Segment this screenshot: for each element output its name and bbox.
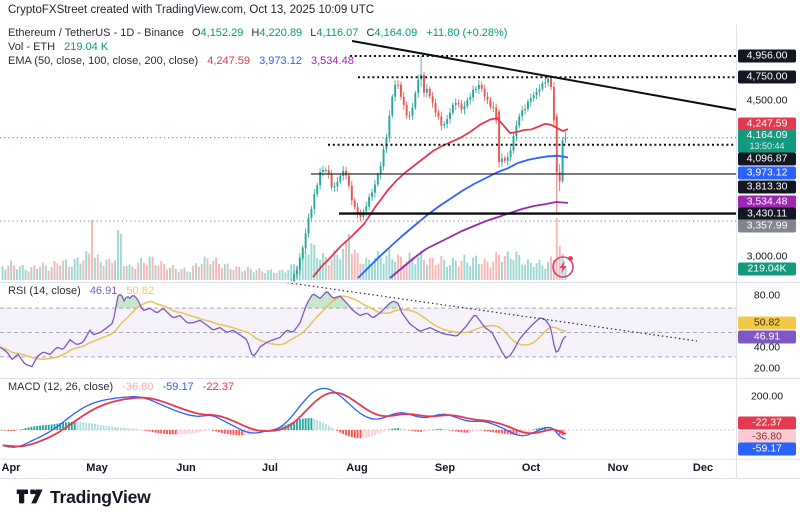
open-value: 4,152.29 — [200, 27, 244, 39]
change-value: +11.80 (+0.28%) — [426, 27, 508, 39]
rsi-axis-label: 20.00 — [753, 362, 781, 375]
rsi-axis-label: 40.00 — [753, 341, 781, 354]
macd-axis-label: -22.37 — [738, 416, 796, 430]
price-axis-label: 3,813.30 — [738, 180, 796, 194]
rsi-legend: RSI (14, close) 46.91 50.82 — [8, 285, 154, 297]
main-legend: Ethereum / TetherUS - 1D - Binance O4,15… — [8, 26, 507, 68]
macd-axis-label: -36.80 — [738, 430, 796, 444]
rsi-value: 46.91 — [89, 285, 118, 297]
tradingview-logo-text: TradingView — [50, 486, 151, 507]
time-axis-label-nov: Nov — [607, 462, 629, 474]
macd-axis-label: 200.00 — [750, 390, 784, 403]
volume-value: 219.04 K — [64, 41, 109, 53]
ema200-value: 3,534.48 — [311, 55, 354, 67]
tradingview-logo[interactable]: TradingView — [16, 486, 151, 508]
time-axis-label-jun: Jun — [176, 462, 196, 474]
low-value: 4,116.07 — [316, 27, 359, 39]
price-axis-label: 3,973.12 — [738, 166, 796, 180]
rsi-axis-label: 46.91 — [738, 330, 796, 344]
ema50-value: 4,247.59 — [207, 55, 251, 67]
macd-line-value: -59.17 — [162, 381, 194, 393]
close-label: C — [366, 27, 375, 39]
time-axis-label-dec: Dec — [692, 462, 714, 474]
rsi-ma-value: 50.82 — [126, 285, 154, 297]
time-axis-label-sep: Sep — [434, 462, 456, 474]
time-axis-label-oct: Oct — [521, 462, 541, 474]
price-axis-label: 4,750.00 — [738, 70, 796, 84]
price-axis-label: 219.04K — [738, 262, 796, 276]
time-axis-label-may: May — [86, 462, 108, 474]
macd-legend: MACD (12, 26, close) -36.80 -59.17 -22.3… — [8, 381, 234, 393]
rsi-axis-label: 50.82 — [738, 316, 796, 330]
macd-hist-value: -36.80 — [122, 381, 154, 393]
high-label: H — [251, 27, 260, 39]
low-label: L — [310, 27, 317, 39]
price-axis-label: 3,430.11 — [738, 207, 796, 221]
time-axis-label-jul: Jul — [262, 462, 278, 474]
price-axis-label: 4,096.87 — [738, 152, 796, 166]
macd-axis-label: -59.17 — [738, 442, 796, 456]
ema-label[interactable]: EMA (50, close, 100, close, 200, close) — [8, 55, 199, 67]
time-axis-label-apr: Apr — [1, 462, 21, 474]
countdown-timer: 13:50:44 — [749, 141, 785, 151]
tradingview-logo-icon — [16, 489, 43, 504]
price-axis-label: 4,164.09 13:50:44 — [738, 129, 796, 153]
price-scale[interactable]: USDT 4,956.004,750.004,500.004,247.594,1… — [737, 24, 800, 460]
price-axis-label: 4,956.00 — [738, 49, 796, 63]
ema100-value: 3,973.12 — [259, 55, 302, 67]
price-axis-label: 3,534.48 — [738, 195, 796, 209]
macd-signal-value: -22.37 — [202, 381, 234, 393]
time-scale[interactable]: Apr May Jun Jul Aug Sep Oct Nov Dec — [0, 460, 736, 478]
open-label: O — [191, 27, 201, 39]
symbol-title[interactable]: Ethereum / TetherUS - 1D - Binance — [8, 27, 184, 39]
rsi-label[interactable]: RSI (14, close) — [8, 285, 81, 297]
price-axis-label: 3,000.00 — [746, 250, 788, 263]
high-value: 4,220.89 — [259, 27, 303, 39]
price-axis-label: 4,500.00 — [746, 94, 788, 107]
attribution-note: CryptoFXStreet created with TradingView.… — [8, 4, 375, 16]
macd-label[interactable]: MACD (12, 26, close) — [8, 381, 114, 393]
price-axis-label: 3,357.99 — [738, 219, 796, 233]
volume-label[interactable]: Vol - ETH — [8, 41, 56, 53]
rsi-axis-label: 80.00 — [753, 289, 781, 302]
close-value: 4,164.09 — [374, 27, 418, 39]
time-axis-label-aug: Aug — [346, 462, 368, 474]
price-axis-label: 4,247.59 — [738, 117, 796, 131]
